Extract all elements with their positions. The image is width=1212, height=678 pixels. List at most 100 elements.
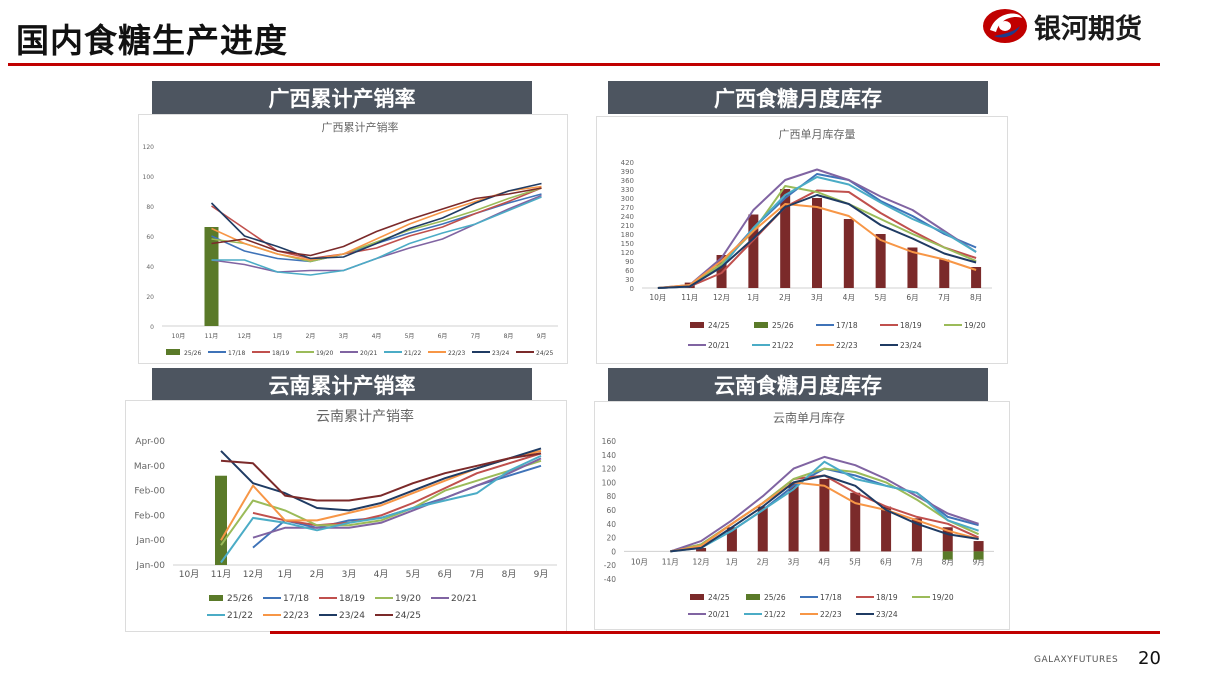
legend-label-20-21: 20/21: [360, 350, 377, 357]
x-tick-label: 12月: [693, 557, 710, 566]
y-tick-label: 180: [621, 231, 634, 239]
y-tick-label: 100: [602, 478, 617, 487]
bar-24-25: [973, 541, 984, 552]
brand-logo: 银河期货: [980, 6, 1142, 46]
page-title: 国内食糖生产进度: [16, 21, 288, 60]
legend-label-17-18: 17/18: [836, 321, 858, 330]
legend-label-21-22: 21/22: [764, 610, 786, 619]
x-tick-label: 11月: [662, 557, 679, 566]
panel-header-yn-ratio: 云南累计产销率: [152, 368, 532, 401]
legend-label-24-25: 24/25: [708, 593, 730, 602]
legend-swatch-25-26: [754, 322, 768, 328]
y-tick-label: 80: [146, 204, 154, 211]
y-tick-label: 20: [606, 534, 616, 543]
x-tick-label: 2月: [757, 557, 769, 566]
legend-swatch-25-26: [209, 595, 223, 601]
bar-24-25: [875, 234, 886, 288]
series-line-23-24: [670, 474, 979, 553]
legend-label-23-24: 23/24: [900, 341, 922, 350]
y-tick-label: 160: [602, 437, 617, 446]
series-line-22-23: [657, 203, 977, 289]
legend-label-19-20: 19/20: [316, 350, 333, 357]
x-tick-label: 11月: [681, 293, 698, 302]
bar-25-26: [215, 475, 227, 565]
legend-label-18-19: 18/19: [272, 350, 289, 357]
legend-label-23-24: 23/24: [492, 350, 509, 357]
x-tick-label: 7月: [470, 569, 485, 580]
legend-label-22-23: 22/23: [836, 341, 858, 350]
panel-header-yn-stock: 云南食糖月度库存: [608, 368, 988, 401]
chart-yn-ratio: 云南累计产销率 Jan-00 Jan-00 Feb-00 Feb-00 Mar-00 Apr…: [134, 408, 557, 621]
series-line-21-22: [211, 196, 542, 276]
legend-swatch-24-25: [690, 322, 704, 328]
legend-label-22-23: 22/23: [283, 611, 309, 621]
series-line-18-19: [252, 452, 542, 527]
x-tick-label: 11月: [205, 333, 219, 340]
legend-label-24-25: 24/25: [395, 611, 421, 621]
bar-24-25: [726, 527, 737, 552]
chart-title: 云南累计产销率: [316, 408, 414, 425]
y-tick-label: 40: [606, 520, 616, 529]
series-line-23-24: [220, 447, 542, 512]
footer-brand: GALAXYFUTURES: [1034, 655, 1119, 665]
bar-24-25: [748, 214, 759, 288]
series-line-19-20: [220, 459, 542, 546]
x-tick-label: 8月: [970, 293, 982, 302]
y-tick-label: 0: [150, 324, 154, 331]
y-tick-label: 40: [146, 264, 154, 271]
x-tick-label: 1月: [726, 557, 738, 566]
series-line-23-24: [657, 194, 977, 289]
bar-25-26: [204, 227, 219, 326]
galaxy-logo-icon: [983, 9, 1027, 43]
legend-label-20-21: 20/21: [451, 594, 477, 604]
legend-label-19-20: 19/20: [932, 593, 954, 602]
legend-label-25-26: 25/26: [772, 321, 794, 330]
y-tick-label: 30: [625, 276, 634, 284]
chart-gx-stock: 广西单月库存量 030609012015018021024027030033036…: [621, 127, 992, 350]
bar-25-26: [942, 551, 953, 560]
chart-frame-gx-stock: [596, 116, 1008, 364]
chart-title: 广西单月库存量: [779, 127, 856, 141]
x-tick-label: 8月: [942, 557, 954, 566]
x-tick-label: 3月: [787, 557, 799, 566]
x-tick-label: 9月: [972, 557, 984, 566]
legend-label-17-18: 17/18: [820, 593, 842, 602]
legend-label-25-26: 25/26: [227, 594, 253, 604]
legend-swatch-25-26: [166, 349, 180, 355]
series-line-21-22: [670, 460, 979, 553]
bar-24-25: [850, 492, 861, 552]
y-tick-label: 90: [625, 258, 634, 266]
bar-24-25: [716, 255, 727, 288]
legend-label-17-18: 17/18: [283, 594, 309, 604]
legend-label-19-20: 19/20: [964, 321, 986, 330]
x-tick-label: 3月: [342, 569, 357, 580]
legend-label-24-25: 24/25: [536, 350, 553, 357]
y-tick-label: 20: [146, 294, 154, 301]
legend-label-17-18: 17/18: [228, 350, 245, 357]
x-tick-label: 1月: [273, 333, 283, 340]
x-tick-label: 12月: [713, 293, 730, 302]
y-tick-label: 120: [621, 249, 634, 257]
bar-24-25: [843, 219, 854, 288]
y-tick-label: Feb-00: [134, 487, 165, 497]
x-tick-label: 5月: [406, 569, 421, 580]
legend-label-18-19: 18/19: [339, 594, 365, 604]
y-tick-label: 420: [621, 159, 634, 167]
x-tick-label: 1月: [278, 569, 293, 580]
y-tick-label: 0: [611, 547, 616, 556]
y-tick-label: 360: [621, 177, 634, 185]
legend-swatch-24-25: [690, 594, 704, 600]
series-line-18-19: [657, 189, 977, 289]
y-tick-label: Feb-00: [134, 511, 165, 521]
x-tick-label: 10月: [172, 333, 186, 340]
y-tick-label: 210: [621, 222, 634, 230]
bottom-divider: [270, 631, 1160, 634]
series-line-20-21: [657, 168, 977, 289]
x-tick-label: 4月: [374, 569, 389, 580]
legend-label-21-22: 21/22: [227, 611, 253, 621]
x-tick-label: 6月: [438, 569, 453, 580]
legend-label-21-22: 21/22: [772, 341, 794, 350]
series-line-19-20: [657, 185, 977, 289]
y-tick-label: 60: [606, 506, 616, 515]
y-tick-label: 150: [621, 240, 634, 248]
